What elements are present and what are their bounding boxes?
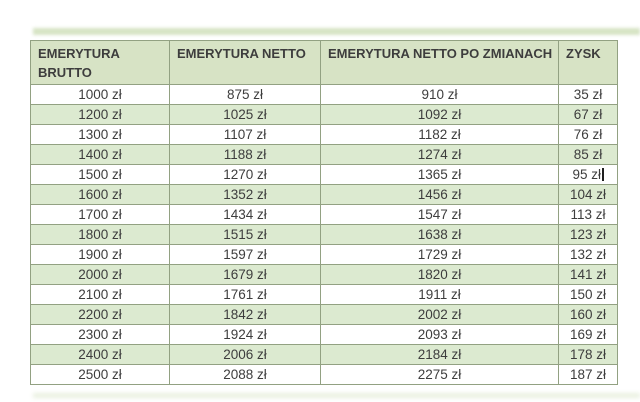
cell-brutto[interactable]: 1400 zł [30,144,170,165]
cell-zysk[interactable]: 113 zł [558,204,618,225]
cell-zysk[interactable]: 76 zł [558,124,618,145]
cell-netto[interactable]: 1270 zł [169,164,321,185]
cell-netto[interactable]: 1515 zł [169,224,321,245]
cell-netto_po_zmianach[interactable]: 1729 zł [320,244,559,265]
table-row: 1900 zł 1597 zł 1729 zł 132 zł [30,244,618,265]
table-row: 1800 zł 1515 zł 1638 zł 123 zł [30,224,618,245]
cell-brutto[interactable]: 1300 zł [30,124,170,145]
table-row: 2500 zł 2088 zł 2275 zł 187 zł [30,364,618,385]
cell-netto[interactable]: 2006 zł [169,344,321,365]
cell-netto_po_zmianach[interactable]: 1274 zł [320,144,559,165]
cell-brutto[interactable]: 1200 zł [30,104,170,125]
cell-netto[interactable]: 1761 zł [169,284,321,305]
cell-netto_po_zmianach[interactable]: 1638 zł [320,224,559,245]
cell-netto_po_zmianach[interactable]: 1365 zł [320,164,559,185]
table-row: 1600 zł 1352 zł 1456 zł 104 zł [30,184,618,205]
cell-netto_po_zmianach[interactable]: 2275 zł [320,364,559,385]
cell-zysk[interactable]: 141 zł [558,264,618,285]
cell-brutto[interactable]: 2400 zł [30,344,170,365]
cell-zysk[interactable]: 132 zł [558,244,618,265]
cell-brutto[interactable]: 2000 zł [30,264,170,285]
cell-netto_po_zmianach[interactable]: 2093 zł [320,324,559,345]
cell-netto[interactable]: 1924 zł [169,324,321,345]
cell-netto[interactable]: 1025 zł [169,104,321,125]
cell-netto[interactable]: 1842 zł [169,304,321,325]
cell-netto[interactable]: 1107 zł [169,124,321,145]
cell-netto_po_zmianach[interactable]: 910 zł [320,84,559,105]
header-emerytura-netto-po-zmianach[interactable]: EMERYTURA NETTO PO ZMIANACH [320,40,559,85]
cell-zysk[interactable]: 95 zł [558,164,618,185]
cell-netto_po_zmianach[interactable]: 1911 zł [320,284,559,305]
cell-zysk[interactable]: 169 zł [558,324,618,345]
cell-zysk[interactable]: 187 zł [558,364,618,385]
cell-zysk[interactable]: 150 zł [558,284,618,305]
cell-netto_po_zmianach[interactable]: 1456 zł [320,184,559,205]
table-row: 1500 zł 1270 zł 1365 zł 95 zł [30,164,618,185]
cell-netto[interactable]: 2088 zł [169,364,321,385]
cell-netto[interactable]: 1188 zł [169,144,321,165]
header-emerytura-netto[interactable]: EMERYTURA NETTO [169,40,321,85]
table-row: 2100 zł 1761 zł 1911 zł 150 zł [30,284,618,305]
cell-brutto[interactable]: 2100 zł [30,284,170,305]
table-row: 1700 zł 1434 zł 1547 zł 113 zł [30,204,618,225]
cell-brutto[interactable]: 1600 zł [30,184,170,205]
cell-zysk[interactable]: 178 zł [558,344,618,365]
table-row: 1200 zł 1025 zł 1092 zł 67 zł [30,104,618,125]
cell-netto_po_zmianach[interactable]: 2184 zł [320,344,559,365]
cell-netto_po_zmianach[interactable]: 1182 zł [320,124,559,145]
cell-netto[interactable]: 1434 zł [169,204,321,225]
table-row: 1400 zł 1188 zł 1274 zł 85 zł [30,144,618,165]
cell-netto[interactable]: 1597 zł [169,244,321,265]
table-row: 2300 zł 1924 zł 2093 zł 169 zł [30,324,618,345]
header-zysk[interactable]: ZYSK [558,40,618,85]
text-cursor [602,168,604,181]
cell-brutto[interactable]: 1700 zł [30,204,170,225]
cell-netto_po_zmianach[interactable]: 1820 zł [320,264,559,285]
cropped-row-smear-bottom [33,393,640,398]
cell-netto_po_zmianach[interactable]: 1547 zł [320,204,559,225]
cell-zysk[interactable]: 104 zł [558,184,618,205]
cell-brutto[interactable]: 1800 zł [30,224,170,245]
cell-zysk[interactable]: 85 zł [558,144,618,165]
table-row: 1300 zł 1107 zł 1182 zł 76 zł [30,124,618,145]
cell-zysk[interactable]: 160 zł [558,304,618,325]
cell-zysk[interactable]: 67 zł [558,104,618,125]
cell-zysk[interactable]: 123 zł [558,224,618,245]
cell-zysk[interactable]: 35 zł [558,84,618,105]
cell-brutto[interactable]: 2500 zł [30,364,170,385]
cell-netto[interactable]: 1352 zł [169,184,321,205]
table-row: 2000 zł 1679 zł 1820 zł 141 zł [30,264,618,285]
cell-brutto[interactable]: 2300 zł [30,324,170,345]
cell-netto[interactable]: 875 zł [169,84,321,105]
cropped-row-smear-top [33,28,640,35]
cell-brutto[interactable]: 2200 zł [30,304,170,325]
cell-netto_po_zmianach[interactable]: 1092 zł [320,104,559,125]
cell-brutto[interactable]: 1900 zł [30,244,170,265]
header-emerytura-brutto[interactable]: EMERYTURA BRUTTO [30,40,170,85]
table-row: 2200 zł 1842 zł 2002 zł 160 zł [30,304,618,325]
table-header-row: EMERYTURA BRUTTO EMERYTURA NETTO EMERYTU… [30,40,618,85]
pension-table: EMERYTURA BRUTTO EMERYTURA NETTO EMERYTU… [30,40,618,385]
cell-brutto[interactable]: 1500 zł [30,164,170,185]
cell-netto[interactable]: 1679 zł [169,264,321,285]
pension-table-body: 1000 zł 875 zł 910 zł 35 zł 1200 zł 1025 zł 10… [30,84,618,385]
cell-brutto[interactable]: 1000 zł [30,84,170,105]
cell-netto_po_zmianach[interactable]: 2002 zł [320,304,559,325]
table-row: 2400 zł 2006 zł 2184 zł 178 zł [30,344,618,365]
table-row: 1000 zł 875 zł 910 zł 35 zł [30,84,618,105]
